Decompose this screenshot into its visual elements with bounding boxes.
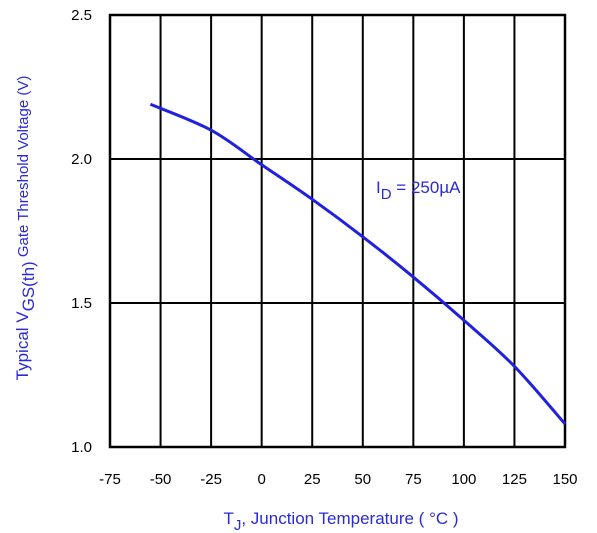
x-tick-label: 100 (451, 471, 476, 488)
y-axis-title-pre: Typical V (13, 311, 32, 381)
x-tick-labels: -75 -50 -25 0 25 50 75 100 125 150 (99, 471, 577, 488)
y-tick-label: 1.5 (71, 295, 92, 312)
y-tick-label: 1.0 (71, 439, 92, 456)
x-tick-label: 125 (502, 471, 527, 488)
x-tick-label: 75 (405, 471, 422, 488)
y-axis-title: Typical VGS(th) Gate Threshold Voltage (… (13, 76, 38, 381)
annotation-rest: = 250µA (392, 178, 462, 197)
x-tick-label: 50 (354, 471, 371, 488)
x-axis-title-main: T (223, 509, 233, 528)
series-line (149, 102, 567, 425)
grid-lines (109, 14, 566, 448)
x-axis-title-sub: J (234, 517, 242, 533)
y-tick-labels: 1.0 1.5 2.0 2.5 (71, 7, 92, 456)
plot-frame (108, 13, 567, 449)
x-tick-label: -50 (150, 471, 172, 488)
x-axis-title: TJ, Junction Temperature ( °C ) (223, 509, 458, 533)
x-tick-label: 0 (257, 471, 265, 488)
y-tick-label: 2.0 (71, 151, 92, 168)
y-axis-title-post: Gate Threshold Voltage (V) (15, 76, 32, 262)
x-axis-title-rest: , Junction Temperature ( °C ) (241, 509, 458, 528)
y-tick-label: 2.5 (71, 7, 92, 24)
x-tick-label: -75 (99, 471, 121, 488)
annotation-sub: D (381, 186, 392, 203)
x-tick-label: 150 (552, 471, 577, 488)
y-axis-title-sub: GS(th) (19, 261, 38, 311)
x-tick-label: 25 (304, 471, 321, 488)
annotation-main: I (376, 178, 381, 197)
x-tick-label: -25 (200, 471, 222, 488)
id-annotation: ID = 250µA (376, 178, 461, 203)
